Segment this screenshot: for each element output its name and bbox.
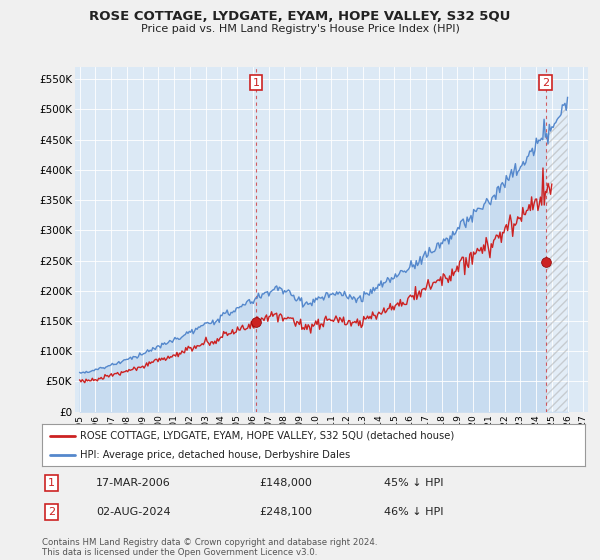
Text: ROSE COTTAGE, LYDGATE, EYAM, HOPE VALLEY, S32 5QU: ROSE COTTAGE, LYDGATE, EYAM, HOPE VALLEY… [89,10,511,23]
Text: £248,100: £248,100 [259,507,312,517]
Text: Price paid vs. HM Land Registry's House Price Index (HPI): Price paid vs. HM Land Registry's House … [140,24,460,34]
Text: 1: 1 [48,478,55,488]
Text: ROSE COTTAGE, LYDGATE, EYAM, HOPE VALLEY, S32 5QU (detached house): ROSE COTTAGE, LYDGATE, EYAM, HOPE VALLEY… [80,431,454,441]
Text: HPI: Average price, detached house, Derbyshire Dales: HPI: Average price, detached house, Derb… [80,450,350,460]
Text: 02-AUG-2024: 02-AUG-2024 [97,507,171,517]
Text: 46% ↓ HPI: 46% ↓ HPI [384,507,443,517]
Text: 2: 2 [48,507,55,517]
Text: Contains HM Land Registry data © Crown copyright and database right 2024.
This d: Contains HM Land Registry data © Crown c… [42,538,377,557]
Text: £148,000: £148,000 [259,478,312,488]
Text: 17-MAR-2006: 17-MAR-2006 [97,478,171,488]
Text: 1: 1 [253,77,259,87]
Text: 2: 2 [542,77,549,87]
Text: 45% ↓ HPI: 45% ↓ HPI [384,478,443,488]
